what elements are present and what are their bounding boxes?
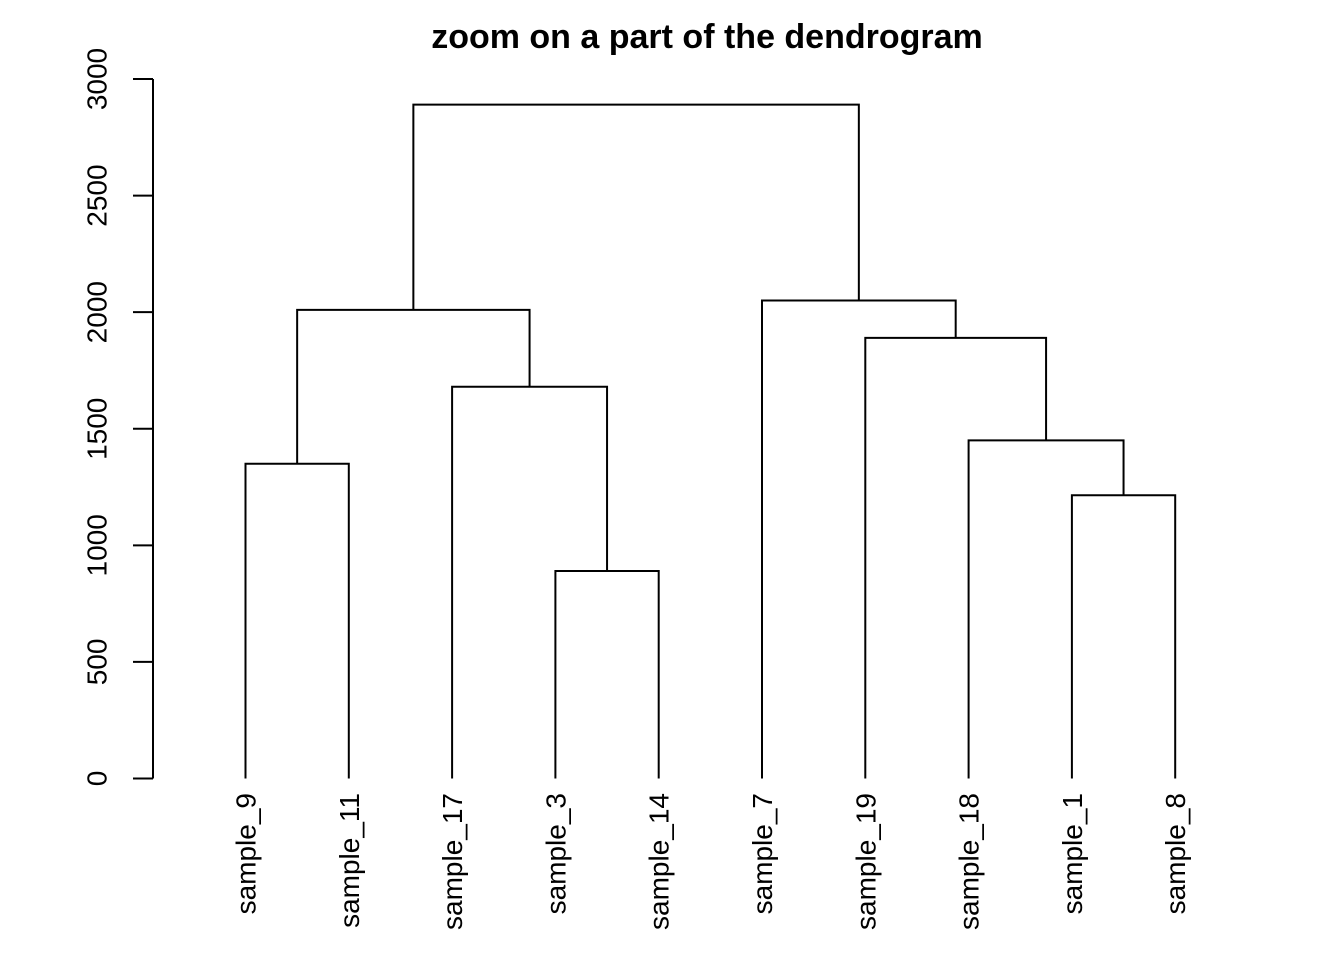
y-axis-tick-label: 1500 [82, 398, 113, 460]
y-axis-tick-label: 2000 [82, 281, 113, 343]
dendrogram-branch [554, 569, 660, 779]
chart-title: zoom on a part of the dendrogram [431, 18, 983, 56]
leaf-label: sample_8 [1160, 793, 1191, 914]
leaf-label: sample_18 [954, 793, 985, 930]
y-axis: 0 500 1000 1500 2000 2500 3000 [82, 48, 154, 786]
dendrogram-branch [864, 336, 1048, 779]
dendrogram-branch [244, 462, 350, 779]
leaf-label: sample_9 [231, 793, 262, 914]
y-axis-tick-label: 3000 [82, 48, 113, 110]
leaf-label: sample_11 [334, 793, 365, 928]
leaf-label: sample_17 [437, 793, 468, 930]
y-axis-tick-label: 1000 [82, 514, 113, 576]
dendrogram-branch [761, 299, 957, 779]
dendrogram-branch [412, 103, 860, 310]
leaf-label: sample_19 [850, 793, 881, 930]
y-axis-tick-label: 2500 [82, 164, 113, 226]
leaf-labels: sample_9 sample_11 sample_17 sample_3 sample… [231, 793, 1192, 930]
leaf-label: sample_14 [644, 793, 675, 930]
leaf-label: sample_1 [1057, 793, 1088, 914]
leaf-label: sample_3 [540, 793, 571, 914]
dendrogram-branch [967, 439, 1125, 779]
y-axis-tick-label: 500 [82, 639, 113, 686]
leaf-label: sample_7 [747, 793, 778, 914]
dendrogram-tree [244, 103, 1177, 779]
dendrogram-branch [1070, 494, 1177, 779]
y-axis-tick-label: 0 [82, 771, 113, 787]
dendrogram-branch [451, 385, 609, 779]
